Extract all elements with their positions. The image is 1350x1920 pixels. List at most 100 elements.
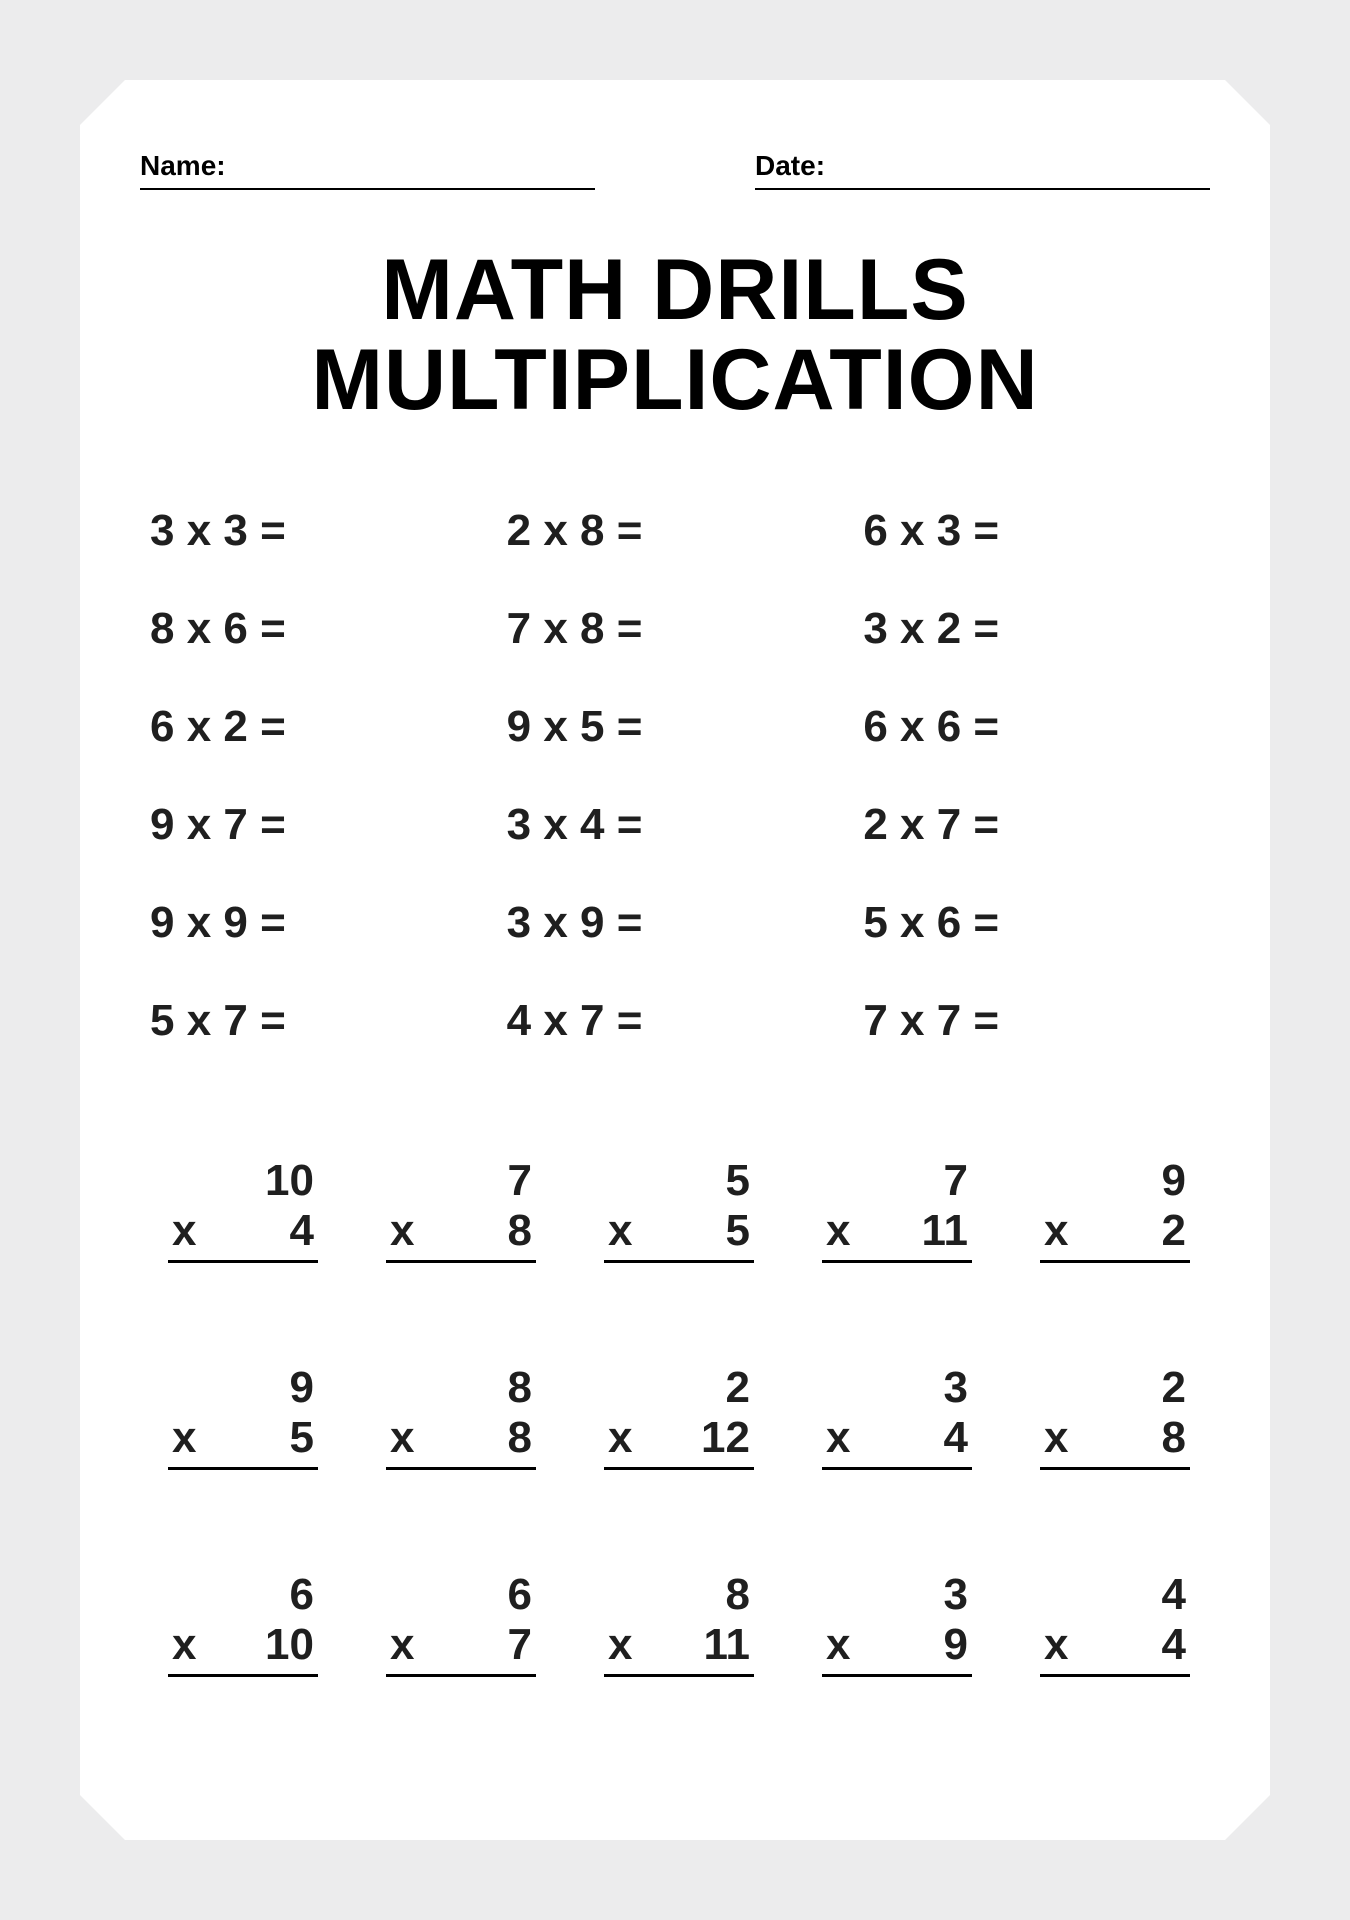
- multiply-operator: x: [168, 1620, 196, 1670]
- horizontal-problems: 3 x 3 = 2 x 8 = 6 x 3 = 8 x 6 = 7 x 8 = 3 x 2…: [140, 506, 1210, 1046]
- horizontal-problem: 6 x 2 =: [150, 702, 487, 752]
- multiply-operator: x: [604, 1620, 632, 1670]
- horizontal-problem: 3 x 3 =: [150, 506, 487, 556]
- vertical-top-operand: 7: [386, 1156, 536, 1206]
- vertical-bottom-operand: 8: [508, 1413, 536, 1462]
- vertical-top-operand: 9: [168, 1363, 318, 1413]
- horizontal-problem: 6 x 6 =: [863, 702, 1200, 752]
- vertical-problem: 3x9: [822, 1570, 972, 1677]
- vertical-bottom-row: x4: [1040, 1620, 1190, 1677]
- horizontal-problem: 9 x 9 =: [150, 898, 487, 948]
- vertical-problem: 8x8: [386, 1363, 536, 1470]
- vertical-bottom-operand: 11: [703, 1620, 754, 1669]
- multiply-operator: x: [168, 1206, 196, 1256]
- vertical-problem: 6x7: [386, 1570, 536, 1677]
- vertical-top-operand: 10: [168, 1156, 318, 1206]
- vertical-problem: 3x4: [822, 1363, 972, 1470]
- title-line-1: MATH DRILLS: [140, 245, 1210, 335]
- vertical-bottom-row: x5: [168, 1413, 318, 1470]
- vertical-bottom-operand: 9: [944, 1620, 972, 1669]
- horizontal-problem: 9 x 5 =: [507, 702, 844, 752]
- vertical-problem: 4x4: [1040, 1570, 1190, 1677]
- vertical-bottom-row: x8: [386, 1206, 536, 1263]
- vertical-top-operand: 5: [604, 1156, 754, 1206]
- vertical-top-operand: 8: [386, 1363, 536, 1413]
- horizontal-problem: 3 x 4 =: [507, 800, 844, 850]
- date-field[interactable]: Date:: [755, 150, 1210, 190]
- vertical-bottom-row: x8: [386, 1413, 536, 1470]
- name-field[interactable]: Name:: [140, 150, 595, 190]
- multiply-operator: x: [1040, 1413, 1068, 1463]
- vertical-bottom-operand: 12: [701, 1413, 754, 1462]
- vertical-top-operand: 8: [604, 1570, 754, 1620]
- vertical-bottom-row: x 11: [604, 1620, 754, 1677]
- vertical-problem: 9x2: [1040, 1156, 1190, 1263]
- vertical-bottom-operand: 4: [290, 1206, 318, 1255]
- vertical-problem: 6x 10: [168, 1570, 318, 1677]
- horizontal-problem: 5 x 6 =: [863, 898, 1200, 948]
- vertical-top-operand: 3: [822, 1570, 972, 1620]
- header-fields: Name: Date:: [140, 150, 1210, 190]
- multiply-operator: x: [1040, 1620, 1068, 1670]
- vertical-bottom-operand: 10: [265, 1620, 318, 1669]
- multiply-operator: x: [386, 1206, 414, 1256]
- vertical-problem: 2x 12: [604, 1363, 754, 1470]
- horizontal-problem: 3 x 2 =: [863, 604, 1200, 654]
- vertical-bottom-operand: 11: [921, 1206, 972, 1255]
- vertical-bottom-row: x4: [168, 1206, 318, 1263]
- vertical-bottom-operand: 4: [1162, 1620, 1190, 1669]
- horizontal-problem: 4 x 7 =: [507, 996, 844, 1046]
- horizontal-problem: 5 x 7 =: [150, 996, 487, 1046]
- vertical-problem: 10x4: [168, 1156, 318, 1263]
- vertical-problem: 2x8: [1040, 1363, 1190, 1470]
- vertical-top-operand: 7: [822, 1156, 972, 1206]
- vertical-bottom-row: x9: [822, 1620, 972, 1677]
- multiply-operator: x: [168, 1413, 196, 1463]
- vertical-bottom-row: x8: [1040, 1413, 1190, 1470]
- horizontal-problem: 3 x 9 =: [507, 898, 844, 948]
- worksheet-page: Name: Date: MATH DRILLS MULTIPLICATION 3…: [80, 80, 1270, 1840]
- horizontal-problem: 9 x 7 =: [150, 800, 487, 850]
- vertical-bottom-row: x 12: [604, 1413, 754, 1470]
- vertical-problem: 5x5: [604, 1156, 754, 1263]
- vertical-bottom-operand: 5: [290, 1413, 318, 1462]
- vertical-top-operand: 4: [1040, 1570, 1190, 1620]
- horizontal-problem: 2 x 8 =: [507, 506, 844, 556]
- multiply-operator: x: [604, 1206, 632, 1256]
- vertical-top-operand: 2: [604, 1363, 754, 1413]
- multiply-operator: x: [386, 1620, 414, 1670]
- horizontal-problem: 7 x 7 =: [863, 996, 1200, 1046]
- vertical-bottom-operand: 5: [726, 1206, 754, 1255]
- worksheet-title: MATH DRILLS MULTIPLICATION: [140, 245, 1210, 426]
- vertical-bottom-row: x7: [386, 1620, 536, 1677]
- vertical-bottom-operand: 4: [944, 1413, 972, 1462]
- vertical-problems: 10x47x85x57x119x29x58x82x123x42x86x106x7…: [140, 1156, 1210, 1677]
- vertical-bottom-row: x 10: [168, 1620, 318, 1677]
- vertical-bottom-row: x2: [1040, 1206, 1190, 1263]
- horizontal-problem: 7 x 8 =: [507, 604, 844, 654]
- vertical-bottom-operand: 8: [1162, 1413, 1190, 1462]
- vertical-problem: 7x8: [386, 1156, 536, 1263]
- horizontal-problem: 2 x 7 =: [863, 800, 1200, 850]
- vertical-problem: 8x 11: [604, 1570, 754, 1677]
- vertical-problem: 9x5: [168, 1363, 318, 1470]
- vertical-top-operand: 9: [1040, 1156, 1190, 1206]
- title-line-2: MULTIPLICATION: [140, 335, 1210, 425]
- multiply-operator: x: [822, 1413, 850, 1463]
- vertical-bottom-row: x4: [822, 1413, 972, 1470]
- multiply-operator: x: [822, 1206, 850, 1256]
- vertical-top-operand: 6: [168, 1570, 318, 1620]
- vertical-top-operand: 6: [386, 1570, 536, 1620]
- horizontal-problem: 8 x 6 =: [150, 604, 487, 654]
- vertical-bottom-operand: 7: [508, 1620, 536, 1669]
- vertical-bottom-operand: 2: [1162, 1206, 1190, 1255]
- multiply-operator: x: [1040, 1206, 1068, 1256]
- vertical-bottom-row: x5: [604, 1206, 754, 1263]
- multiply-operator: x: [822, 1620, 850, 1670]
- multiply-operator: x: [604, 1413, 632, 1463]
- vertical-problem: 7x 11: [822, 1156, 972, 1263]
- horizontal-problem: 6 x 3 =: [863, 506, 1200, 556]
- vertical-top-operand: 3: [822, 1363, 972, 1413]
- vertical-bottom-row: x 11: [822, 1206, 972, 1263]
- vertical-bottom-operand: 8: [508, 1206, 536, 1255]
